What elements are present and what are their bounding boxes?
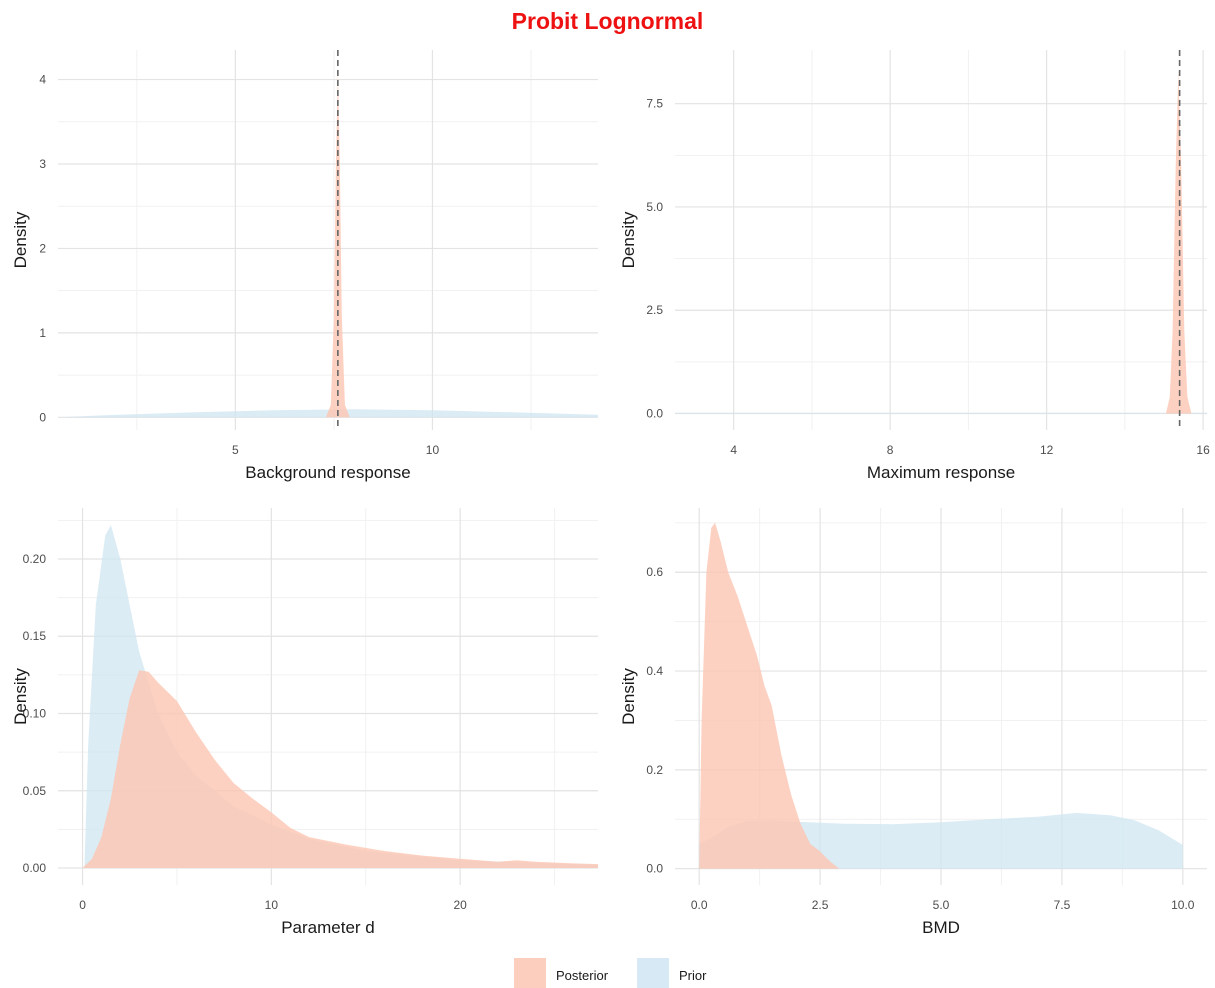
chart-title: Probit Lognormal (511, 8, 704, 34)
panel-3: 0 10 20 0.00 0.05 0.10 0.15 0.20 Parameter d Dens… (11, 508, 598, 937)
legend-label-posterior: Posterior (556, 968, 609, 983)
y-axis-label: Density (11, 668, 30, 725)
y-tick-label: 0.20 (23, 552, 47, 566)
x-tick-label: 2.5 (812, 898, 829, 912)
y-tick-label: 5.0 (646, 200, 663, 214)
legend-swatch-prior (637, 958, 669, 988)
y-tick-label: 0.2 (646, 763, 663, 777)
y-tick-label: 0 (39, 410, 46, 424)
y-tick-label: 2.5 (646, 303, 663, 317)
panel-1: 5 10 0 1 2 3 4 Background response Density (11, 50, 598, 482)
x-tick-label: 5 (232, 443, 239, 457)
density-area-posterior (1165, 70, 1192, 414)
x-tick-label: 10 (265, 898, 279, 912)
y-tick-label: 0.15 (23, 629, 47, 643)
y-axis-label: Density (619, 211, 638, 268)
x-tick-label: 20 (453, 898, 467, 912)
y-tick-label: 3 (39, 157, 46, 171)
legend-label-prior: Prior (679, 968, 707, 983)
y-tick-label: 0.4 (646, 664, 663, 678)
panel-4: 0.0 2.5 5.0 7.5 10.0 0.0 0.2 0.4 0.6 BMD Density (619, 508, 1207, 937)
legend-swatch-posterior (514, 958, 546, 988)
x-tick-label: 10 (426, 443, 440, 457)
y-tick-label: 0.6 (646, 565, 663, 579)
x-axis-label: BMD (922, 918, 960, 937)
y-tick-label: 0.10 (23, 706, 47, 720)
x-axis-label: Maximum response (867, 463, 1015, 482)
legend: Posterior Prior (514, 958, 707, 988)
x-tick-label: 4 (730, 443, 737, 457)
x-tick-label: 5.0 (933, 898, 950, 912)
x-tick-label: 12 (1040, 443, 1054, 457)
x-tick-label: 10.0 (1171, 898, 1195, 912)
y-tick-label: 0.00 (23, 861, 47, 875)
x-tick-label: 0.0 (691, 898, 708, 912)
x-tick-label: 16 (1196, 443, 1210, 457)
y-tick-label: 1 (39, 326, 46, 340)
y-tick-label: 0.0 (646, 406, 663, 420)
x-axis-label: Parameter d (281, 918, 375, 937)
x-tick-label: 7.5 (1054, 898, 1071, 912)
x-tick-label: 8 (887, 443, 894, 457)
x-tick-label: 0 (79, 898, 86, 912)
density-area-posterior (699, 522, 840, 869)
y-axis-label: Density (11, 211, 30, 268)
panel-2: 4 8 12 16 0.0 2.5 5.0 7.5 Maximum response Densit… (619, 50, 1210, 482)
y-tick-label: 0.0 (646, 862, 663, 876)
y-tick-label: 0.05 (23, 784, 47, 798)
y-tick-label: 7.5 (646, 97, 663, 111)
density-area-prior (675, 412, 1207, 414)
y-axis-label: Density (619, 668, 638, 725)
y-tick-label: 4 (39, 73, 46, 87)
density-area-posterior (82, 670, 598, 868)
x-axis-label: Background response (245, 463, 410, 482)
y-tick-label: 2 (39, 241, 46, 255)
